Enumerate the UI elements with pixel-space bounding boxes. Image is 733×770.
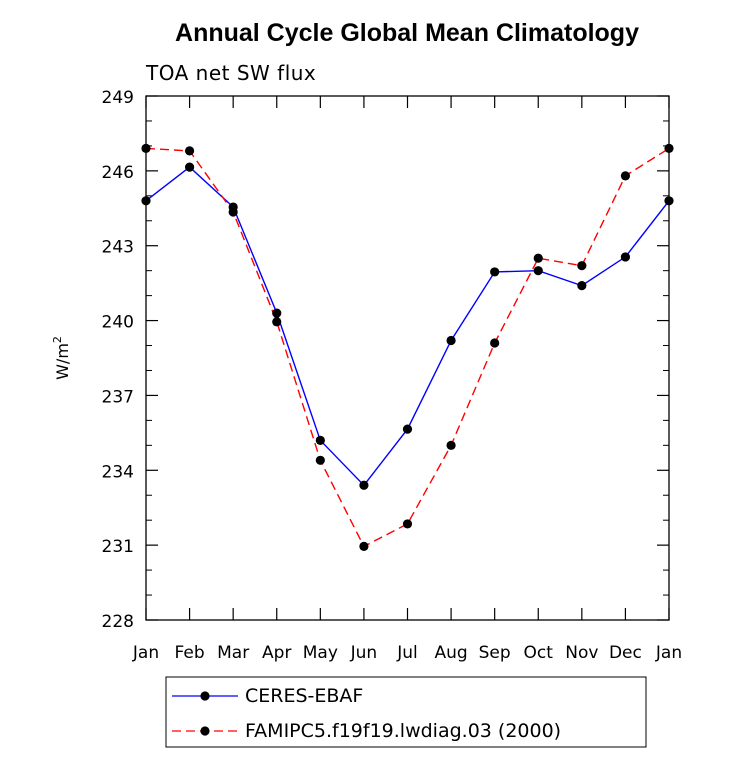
data-point-series-0 [577, 281, 587, 291]
y-axis: 228 231 234 237 240 243 246 249 [102, 88, 669, 632]
x-tick-label: Nov [565, 643, 598, 663]
data-point-series-1 [620, 171, 631, 181]
y-axis-label: W/m2 [51, 336, 72, 380]
data-point-series-0 [272, 308, 282, 318]
data-point-series-1 [184, 146, 195, 156]
x-tick-label: Feb [175, 643, 205, 663]
data-point-series-1 [359, 541, 369, 551]
x-tick-label: Sep [479, 643, 511, 663]
legend-marker-famipc5 [200, 726, 210, 736]
x-axis: Jan Feb Mar Apr May Jun Jul Aug Sep Oct Nov Dec Jan [132, 96, 682, 663]
data-point-series-0 [490, 267, 500, 277]
x-tick-label: Jul [396, 643, 418, 663]
legend-label-famipc5: FAMIPC5.f19f19.lwdiag.03 (2000) [245, 720, 561, 742]
data-point-series-1 [228, 207, 238, 217]
x-tick-label: Dec [609, 643, 642, 663]
plot-area: 228 231 234 237 240 243 246 249 Jan Feb Mar Apr May… [102, 88, 683, 663]
data-point-series-0 [620, 252, 631, 262]
y-tick-label: 240 [102, 313, 134, 333]
y-axis-label-unit: W/m [53, 343, 72, 380]
y-axis-label-exponent: 2 [51, 336, 64, 343]
data-point-series-1 [141, 143, 151, 153]
y-tick-label: 237 [102, 387, 134, 407]
data-point-series-1 [533, 253, 543, 263]
data-point-series-1 [490, 338, 500, 348]
data-point-series-1 [272, 317, 282, 327]
data-point-series-0 [359, 480, 369, 490]
data-point-series-1 [446, 440, 456, 450]
series-layer [141, 143, 674, 551]
x-tick-label: Mar [217, 643, 249, 663]
legend: CERES-EBAF FAMIPC5.f19f19.lwdiag.03 (200… [165, 676, 647, 748]
data-point-series-0 [315, 435, 325, 445]
data-point-series-0 [533, 266, 543, 276]
x-tick-label: Aug [434, 643, 467, 663]
legend-label-ceres-ebaf: CERES-EBAF [245, 685, 363, 707]
x-tick-label: Jan [132, 643, 159, 663]
data-point-series-1 [664, 143, 674, 153]
y-tick-label: 246 [102, 163, 134, 183]
x-tick-label: Jan [655, 643, 682, 663]
series-line-1 [145, 147, 670, 548]
chart-subtitle: TOA net SW flux [145, 61, 316, 85]
x-tick-label: Apr [262, 643, 291, 663]
data-point-series-1 [315, 455, 325, 465]
x-tick-label: May [303, 643, 338, 663]
data-point-series-1 [402, 519, 413, 529]
y-tick-label: 234 [102, 462, 134, 482]
x-tick-label: Oct [524, 643, 554, 663]
data-point-series-0 [184, 162, 195, 172]
plot-frame [145, 95, 670, 621]
data-point-series-0 [664, 196, 674, 206]
legend-box [165, 676, 647, 748]
chart-title: Annual Cycle Global Mean Climatology [175, 19, 639, 47]
y-tick-label: 249 [102, 88, 134, 108]
data-point-series-1 [577, 261, 587, 271]
y-tick-label: 228 [102, 612, 134, 632]
data-point-series-0 [446, 335, 456, 346]
data-point-series-0 [141, 196, 151, 206]
data-point-series-0 [402, 424, 413, 434]
x-tick-label: Jun [350, 643, 378, 663]
legend-marker-ceres-ebaf [200, 691, 210, 701]
y-tick-label: 231 [102, 537, 134, 557]
series-line-0 [145, 166, 670, 487]
y-tick-label: 243 [102, 238, 134, 258]
